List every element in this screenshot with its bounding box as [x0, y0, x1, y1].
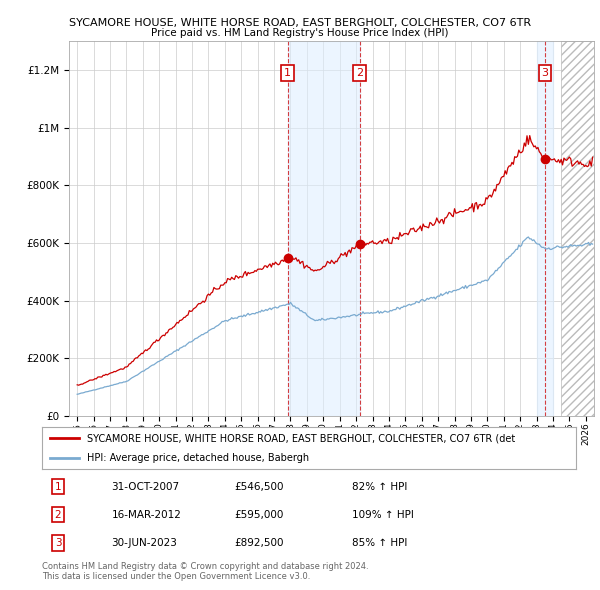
Text: 3: 3	[55, 538, 61, 548]
Text: 82% ↑ HPI: 82% ↑ HPI	[352, 481, 407, 491]
Bar	[287, 41, 359, 416]
Text: 109% ↑ HPI: 109% ↑ HPI	[352, 510, 413, 520]
Text: 85% ↑ HPI: 85% ↑ HPI	[352, 538, 407, 548]
Text: 16-MAR-2012: 16-MAR-2012	[112, 510, 181, 520]
Text: £546,500: £546,500	[234, 481, 284, 491]
Text: 1: 1	[284, 68, 291, 78]
Text: This data is licensed under the Open Government Licence v3.0.: This data is licensed under the Open Gov…	[42, 572, 310, 581]
Text: Price paid vs. HM Land Registry's House Price Index (HPI): Price paid vs. HM Land Registry's House …	[151, 28, 449, 38]
Text: £595,000: £595,000	[234, 510, 284, 520]
Text: 1: 1	[55, 481, 61, 491]
Text: SYCAMORE HOUSE, WHITE HORSE ROAD, EAST BERGHOLT, COLCHESTER, CO7 6TR: SYCAMORE HOUSE, WHITE HORSE ROAD, EAST B…	[69, 18, 531, 28]
Text: £892,500: £892,500	[234, 538, 284, 548]
Text: 3: 3	[541, 68, 548, 78]
Text: SYCAMORE HOUSE, WHITE HORSE ROAD, EAST BERGHOLT, COLCHESTER, CO7 6TR (det: SYCAMORE HOUSE, WHITE HORSE ROAD, EAST B…	[88, 433, 515, 443]
Bar	[536, 41, 553, 416]
Text: HPI: Average price, detached house, Babergh: HPI: Average price, detached house, Babe…	[88, 453, 310, 463]
Text: 2: 2	[356, 68, 363, 78]
Bar	[561, 41, 594, 416]
Text: 31-OCT-2007: 31-OCT-2007	[112, 481, 179, 491]
Text: 2: 2	[55, 510, 61, 520]
Text: 30-JUN-2023: 30-JUN-2023	[112, 538, 177, 548]
Text: Contains HM Land Registry data © Crown copyright and database right 2024.: Contains HM Land Registry data © Crown c…	[42, 562, 368, 571]
